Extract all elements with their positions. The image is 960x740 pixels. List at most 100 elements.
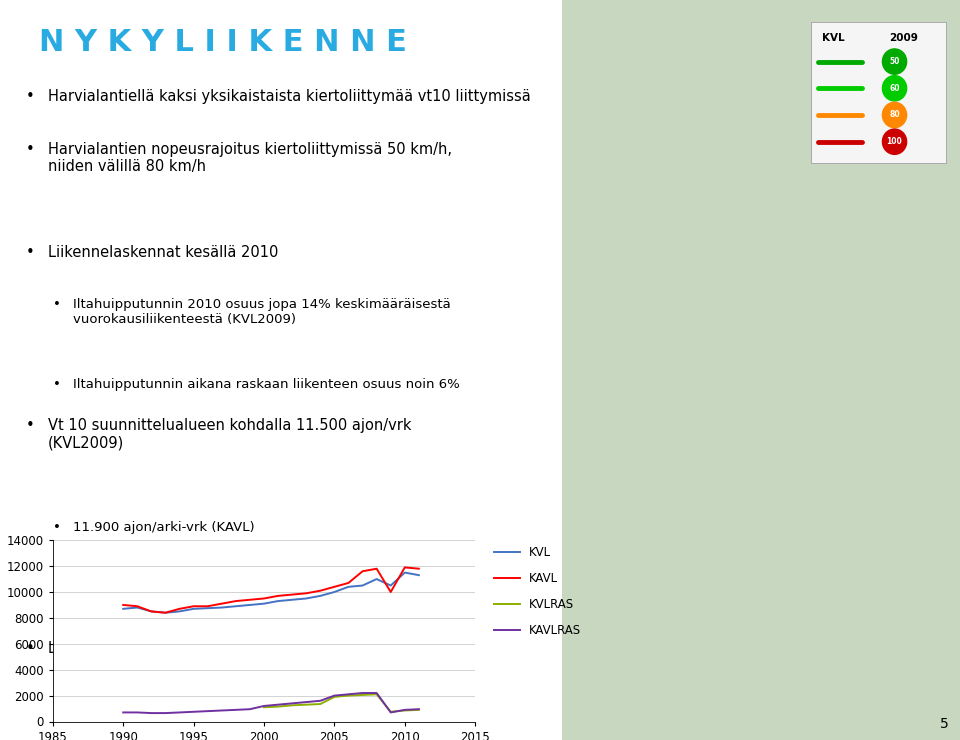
KAVL (300, 589, 312, 598)
KAVL (159, 608, 171, 617)
KVL (188, 605, 200, 613)
KAVL (413, 564, 424, 573)
KAVL (230, 596, 242, 605)
KAVL (328, 582, 340, 591)
Text: 2009: 2009 (889, 33, 918, 44)
KVL (371, 574, 382, 583)
KAVL (202, 602, 213, 610)
KAVLRAS (343, 690, 354, 699)
KVLRAS (399, 706, 411, 715)
KAVL (146, 607, 157, 616)
KAVL (385, 588, 396, 596)
Circle shape (882, 129, 906, 155)
KVLRAS (357, 690, 369, 699)
Text: Liikenteen kehitys tierekisterin mukaan:: Liikenteen kehitys tierekisterin mukaan: (48, 641, 343, 656)
Text: Harvialantiellä kaksi yksikaistaista kiertoliittymää vt10 liittymissä: Harvialantiellä kaksi yksikaistaista kie… (48, 89, 531, 104)
KAVL (371, 564, 382, 573)
KAVL (273, 591, 284, 600)
KAVL (216, 599, 228, 608)
KVL (315, 591, 326, 600)
Text: •: • (25, 142, 34, 157)
KVLRAS (286, 701, 298, 710)
KAVL (132, 602, 143, 610)
KVL (159, 608, 171, 617)
KAVLRAS (202, 707, 213, 716)
KAVLRAS (244, 704, 255, 713)
KVL (258, 599, 270, 608)
KVL (399, 568, 411, 577)
KVL (216, 603, 228, 612)
KAVL (174, 605, 185, 613)
KVL (244, 601, 255, 610)
KVLRAS (413, 705, 424, 714)
Text: 11.900 ajon/arki-vrk (KAVL): 11.900 ajon/arki-vrk (KAVL) (73, 521, 254, 534)
Text: 730 raskasta ajon./vrk (6,3%): 730 raskasta ajon./vrk (6,3%) (73, 601, 270, 614)
Legend: KVL, KAVL, KVLRAS, KAVLRAS: KVL, KAVL, KVLRAS, KAVLRAS (493, 546, 582, 637)
KAVL (117, 601, 129, 610)
Text: Liikennelaskennat kesällä 2010: Liikennelaskennat kesällä 2010 (48, 245, 278, 260)
KAVLRAS (357, 688, 369, 697)
KVL (273, 596, 284, 605)
KVLRAS (273, 702, 284, 711)
Line: KVL: KVL (123, 573, 419, 613)
KAVLRAS (174, 708, 185, 717)
Text: •: • (54, 378, 61, 391)
KAVL (399, 563, 411, 572)
Text: 100: 100 (887, 137, 902, 147)
KAVLRAS (385, 708, 396, 717)
Circle shape (882, 75, 906, 101)
Text: •: • (54, 298, 61, 312)
KVL (413, 571, 424, 579)
KAVL (357, 567, 369, 576)
Text: N Y K Y L I I K E N N E: N Y K Y L I I K E N N E (39, 28, 407, 57)
KVL (385, 581, 396, 590)
KAVLRAS (315, 696, 326, 705)
Text: Iltahuipputunnin aikana raskaan liikenteen osuus noin 6%: Iltahuipputunnin aikana raskaan liikente… (73, 378, 460, 391)
Circle shape (882, 49, 906, 74)
Text: 80: 80 (889, 110, 900, 119)
Text: •: • (54, 561, 61, 574)
Text: •: • (25, 418, 34, 433)
Line: KAVLRAS: KAVLRAS (123, 693, 419, 713)
KAVLRAS (146, 709, 157, 718)
KVLRAS (328, 693, 340, 702)
Text: 5: 5 (940, 717, 948, 731)
Text: Vt 10 suunnittelualueen kohdalla 11.500 ajon/vrk
(KVL2009): Vt 10 suunnittelualueen kohdalla 11.500 … (48, 418, 411, 451)
KAVL (286, 591, 298, 599)
KVL (357, 581, 369, 590)
Text: Iltahuipputunnin 2010 osuus jopa 14% keskimääräisestä
vuorokausiliikenteestä (KV: Iltahuipputunnin 2010 osuus jopa 14% kes… (73, 298, 451, 326)
KVL (146, 607, 157, 616)
Text: •: • (54, 521, 61, 534)
KAVLRAS (258, 702, 270, 710)
KAVLRAS (273, 700, 284, 709)
KAVLRAS (132, 708, 143, 717)
KVL (230, 602, 242, 610)
Text: •: • (25, 641, 34, 656)
KAVLRAS (328, 691, 340, 700)
KVL (174, 607, 185, 616)
Text: •: • (54, 601, 61, 614)
Line: KVLRAS: KVLRAS (264, 694, 419, 712)
KVL (328, 588, 340, 596)
KVL (132, 603, 143, 612)
Text: 60: 60 (889, 84, 900, 92)
KAVLRAS (413, 704, 424, 713)
KAVLRAS (300, 698, 312, 707)
KVLRAS (343, 691, 354, 700)
KVLRAS (315, 699, 326, 708)
KVLRAS (371, 690, 382, 699)
KVLRAS (258, 703, 270, 712)
Text: •: • (25, 245, 34, 260)
Line: KAVL: KAVL (123, 568, 419, 613)
KVLRAS (385, 707, 396, 716)
KAVL (244, 595, 255, 604)
Text: KVL: KVL (822, 33, 845, 44)
KVL (343, 582, 354, 591)
Text: Harvialantien nopeusrajoitus kiertoliittymissä 50 km/h,
niiden välillä 80 km/h: Harvialantien nopeusrajoitus kiertoliitt… (48, 142, 452, 175)
KVL (202, 604, 213, 613)
KAVLRAS (117, 708, 129, 717)
Text: 50: 50 (889, 57, 900, 66)
KAVLRAS (371, 688, 382, 697)
Circle shape (882, 102, 906, 127)
Text: •: • (25, 89, 34, 104)
